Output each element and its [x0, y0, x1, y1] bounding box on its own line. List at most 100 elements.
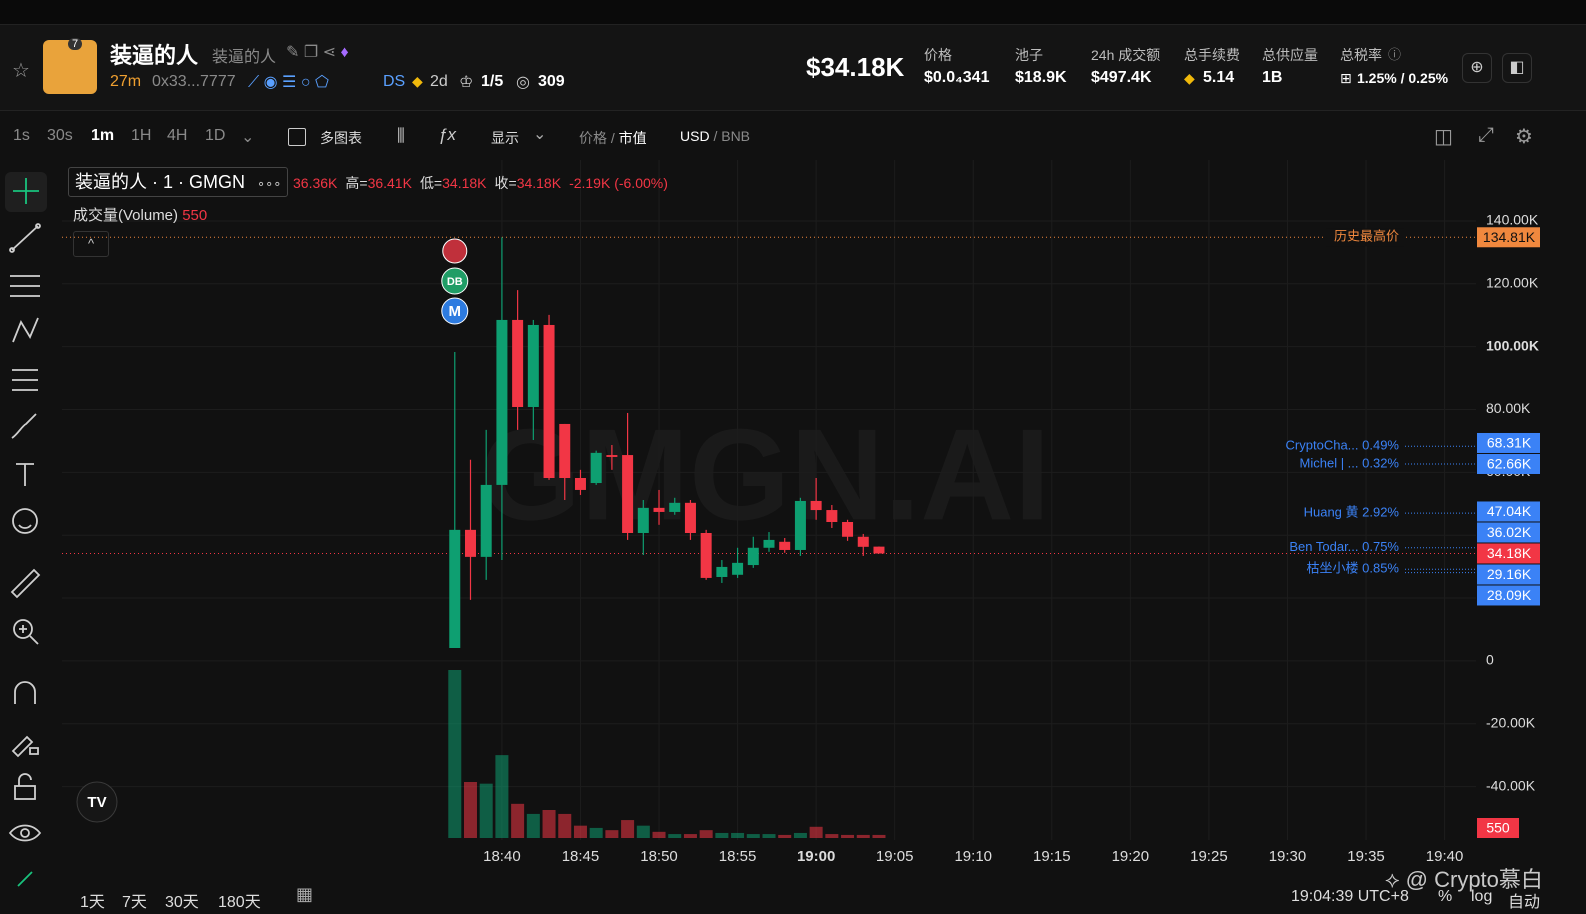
volume-bar: [715, 832, 729, 838]
toggle-option[interactable]: 价格: [579, 130, 607, 146]
chart-watermark: GMGN.AI: [480, 401, 1051, 547]
volume-bar: [778, 834, 792, 838]
volume-bar: [448, 670, 462, 838]
candle-body: [747, 547, 759, 566]
volume-bar: [746, 834, 760, 838]
legend-box[interactable]: 装逼的人 · 1 · GMGN ∘∘∘: [68, 167, 289, 197]
volume-bar: [652, 831, 666, 838]
interval-option[interactable]: 30s: [47, 127, 73, 144]
scale-option[interactable]: log: [1471, 888, 1493, 905]
help-icon[interactable]: ⓘ: [1388, 47, 1402, 62]
volume-bar: [731, 832, 745, 838]
tv-logo[interactable]: [76, 781, 118, 823]
fullscreen-button[interactable]: ⤢: [1478, 124, 1494, 146]
screenshot-button[interactable]: ◫: [1434, 126, 1453, 148]
alert-button[interactable]: ⊕: [1462, 53, 1492, 83]
collapse-button[interactable]: ^: [73, 231, 109, 257]
calendar-icon[interactable]: ▦: [296, 884, 314, 904]
ohlc-value: 34.18K: [516, 175, 562, 191]
candle-body: [763, 539, 775, 548]
gift-icon: ⊞: [1340, 70, 1352, 86]
interval-dropdown[interactable]: ⌄: [241, 129, 255, 146]
interval-option[interactable]: 1m: [91, 127, 115, 144]
toggle-option[interactable]: BNB: [721, 128, 751, 144]
volume-bar: [636, 825, 650, 838]
x-tick-label: 19:35: [1347, 848, 1385, 865]
marker: [441, 267, 469, 295]
price-toggle[interactable]: 价格 / 市值: [579, 130, 647, 146]
range-option[interactable]: 1天: [80, 894, 105, 911]
token-header: [0, 25, 1586, 111]
token-address[interactable]: 0x33...7777: [152, 73, 236, 90]
multi-chart[interactable]: 多图表: [320, 130, 362, 146]
candle-body: [449, 529, 461, 649]
interval-option[interactable]: 1H: [131, 127, 152, 144]
volume-label: 成交量(Volume) 550: [73, 204, 207, 225]
ohlc-label: 高=: [345, 175, 368, 191]
candle-body: [606, 455, 618, 457]
range-option[interactable]: 30天: [165, 894, 199, 911]
favorite-star[interactable]: ☆: [12, 60, 30, 82]
ds-link[interactable]: DS: [383, 73, 406, 90]
range-option[interactable]: 180天: [218, 894, 261, 911]
bnb-icon: ◆: [1184, 70, 1195, 86]
candle-type-icon[interactable]: ⫼: [397, 126, 405, 145]
settings-button[interactable]: ⚙: [1515, 126, 1533, 148]
candle-body: [653, 507, 665, 512]
token-views: 309: [538, 73, 565, 90]
price-tag-label: 28.09K: [1487, 587, 1532, 603]
watermark: ⟡ @ Crypto慕白: [1385, 867, 1543, 892]
ohlc-value: -2.19K (-6.00%): [569, 175, 668, 191]
volume-bar: [793, 832, 807, 838]
toggle-option[interactable]: 市值: [618, 130, 647, 146]
interval-option[interactable]: 1D: [205, 127, 226, 144]
social-icons[interactable]: ⟋ ◉ ☰ ○ ⬠: [248, 74, 329, 91]
currency-toggle[interactable]: USD / BNB: [680, 128, 751, 144]
interval-option[interactable]: 4H: [167, 127, 188, 144]
panel-button[interactable]: ◧: [1502, 53, 1532, 83]
candle-body: [543, 324, 555, 479]
candle-body: [826, 510, 838, 522]
volume-bar: [495, 755, 509, 838]
x-tick-label: 18:40: [483, 848, 521, 865]
candle-body: [512, 319, 524, 407]
token-ratio: 1/5: [481, 73, 504, 90]
volume-bar: [463, 782, 477, 838]
price-tag: [1477, 227, 1540, 248]
views-icon: ◎: [516, 74, 530, 91]
display-menu[interactable]: 显示: [491, 130, 519, 146]
x-tick-label: 19:25: [1190, 848, 1228, 865]
scale-option[interactable]: %: [1438, 888, 1453, 905]
stat-value: $497.4K: [1091, 69, 1152, 86]
candle-body: [794, 500, 806, 550]
price-tag: [1477, 564, 1540, 585]
tv-logo-text: TV: [87, 794, 106, 811]
range-option[interactable]: 7天: [122, 894, 147, 911]
toggle-option[interactable]: USD: [680, 128, 710, 144]
y-tick-label: 100.00K: [1486, 337, 1539, 353]
price-tag-label: 29.16K: [1487, 566, 1532, 582]
stat-label: 池子: [1015, 47, 1043, 63]
candle-body: [527, 324, 539, 407]
indicator-icon[interactable]: ƒx: [438, 125, 456, 144]
display-dropdown[interactable]: ⌄: [533, 126, 547, 143]
volume-title: 成交量(Volume): [73, 207, 179, 224]
candle-body: [637, 507, 649, 533]
drawing-tools[interactable]: [5, 172, 47, 887]
candle-body: [873, 546, 885, 554]
token-days: 2d: [430, 73, 448, 90]
price-tag: [1477, 453, 1540, 474]
ohlc-legend: 36.36K 高=36.41K 低=34.18K 收=34.18K -2.19K (-6…: [293, 173, 676, 193]
x-tick-label: 19:30: [1269, 848, 1307, 865]
top-bar: [0, 0, 1586, 25]
price-tag-label: 47.04K: [1487, 503, 1532, 519]
scale-option[interactable]: 自动: [1508, 894, 1541, 911]
stat-value: $0.0₄341: [924, 69, 990, 86]
multi-chart-icon[interactable]: [288, 128, 306, 146]
interval-option[interactable]: 1s: [13, 127, 30, 144]
x-tick-label: 19:00: [797, 848, 835, 865]
header-icons[interactable]: ✎ ❐ ⋖ ♦: [286, 44, 349, 61]
volume-bar: [573, 825, 587, 838]
x-tick-label: 18:55: [719, 848, 757, 865]
